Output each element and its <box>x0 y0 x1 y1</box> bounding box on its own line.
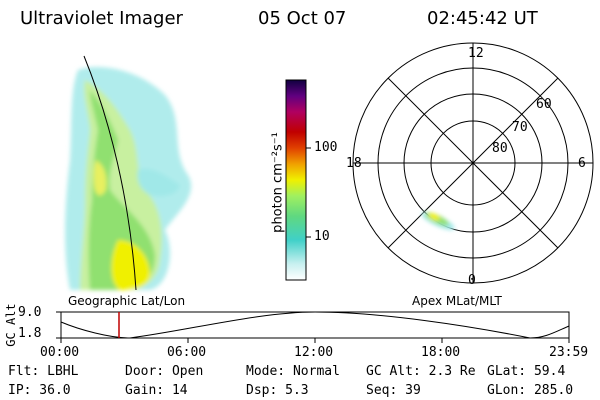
status-glat: GLat: 59.4 <box>487 364 566 379</box>
mlt-label-0: 0 <box>468 273 476 288</box>
alt-ytick-bottom: 1.8 <box>18 326 42 341</box>
mlat-label-70: 70 <box>512 120 528 135</box>
status-mode: Mode: Normal <box>246 364 340 379</box>
status-door: Door: Open <box>125 364 204 379</box>
polar-auroral-patch <box>421 212 455 230</box>
status-seq: Seq: 39 <box>366 383 421 398</box>
terminator-line <box>83 55 137 291</box>
alt-xtick-2: 12:00 <box>294 345 334 360</box>
colorbar-unit-label: photon cm⁻²s⁻¹ <box>270 132 286 233</box>
mlat-label-60: 60 <box>536 97 552 112</box>
alt-ylabel: GC Alt <box>4 303 18 347</box>
status-ip: IP: 36.0 <box>8 383 71 398</box>
alt-xtick-4: 23:59 <box>549 345 589 360</box>
status-gain: Gain: 14 <box>125 383 188 398</box>
mlt-label-12: 12 <box>468 46 484 61</box>
altitude-strip-ticks <box>56 311 570 343</box>
geographic-panel-label: Geographic Lat/Lon <box>68 294 186 308</box>
instrument-title: Ultraviolet Imager <box>20 8 183 29</box>
polar-panel-label: Apex MLat/MLT <box>412 294 502 308</box>
colorbar-label-100: 100 <box>314 140 338 155</box>
geographic-auroral-image <box>65 67 192 290</box>
alt-xtick-0: 00:00 <box>40 345 80 360</box>
altitude-curve <box>60 311 570 339</box>
status-filter: Flt: LBHL <box>8 364 79 379</box>
colorbar <box>285 79 307 281</box>
status-glon: GLon: 285.0 <box>487 383 574 398</box>
time-label: 02:45:42 UT <box>427 8 538 29</box>
mlat-label-80: 80 <box>492 141 508 156</box>
alt-ytick-top: 9.0 <box>18 305 42 320</box>
status-gc-alt: GC Alt: 2.3 Re <box>366 364 476 379</box>
date-label: 05 Oct 07 <box>258 8 347 29</box>
alt-xtick-3: 18:00 <box>421 345 461 360</box>
alt-xtick-1: 06:00 <box>167 345 207 360</box>
status-dsp: Dsp: 5.3 <box>246 383 309 398</box>
altitude-strip-frame <box>60 311 570 339</box>
mlt-label-18: 18 <box>346 156 362 171</box>
mlt-label-6: 6 <box>578 156 586 171</box>
colorbar-label-10: 10 <box>314 229 330 244</box>
polar-diagonal-2 <box>387 77 559 249</box>
polar-plot <box>352 42 594 284</box>
